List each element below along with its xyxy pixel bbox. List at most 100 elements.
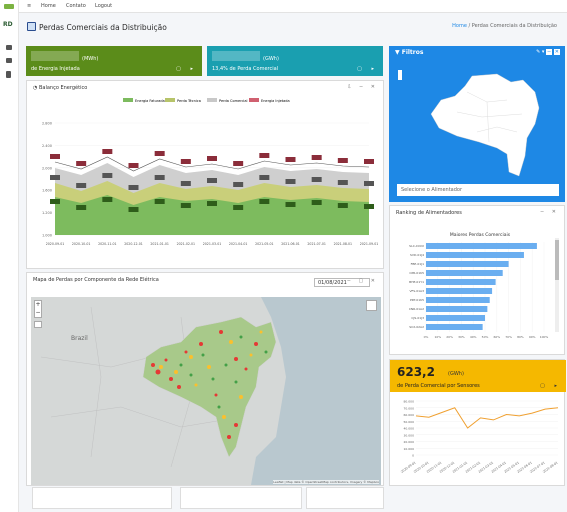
- billed-label: [337, 203, 348, 208]
- y-tick-label: 30.000: [404, 433, 415, 437]
- ranking-bar: [426, 243, 537, 249]
- x-tick-label: 2020-11-01: [98, 242, 117, 246]
- x-tick-label: 50%: [482, 335, 489, 339]
- y-tick-label: 40.000: [404, 427, 415, 431]
- legend-swatch: [123, 98, 133, 102]
- card-controls[interactable]: ▢ ▸: [357, 66, 378, 72]
- energia-injetada-line: [54, 156, 370, 172]
- nav-logout-link[interactable]: Logout: [95, 3, 113, 9]
- layers-button[interactable]: [366, 300, 377, 311]
- loss-label: [311, 177, 322, 182]
- fullscreen-button[interactable]: [34, 321, 42, 328]
- panel-tools[interactable]: ⇩ − ✕: [347, 84, 378, 90]
- category-label: BHE-01Y1: [409, 280, 424, 284]
- map-zoom-control[interactable]: [398, 70, 402, 80]
- x-tick-label: 2021-05-01: [255, 242, 274, 246]
- legend-label: Perda Comercial: [219, 99, 248, 103]
- filters-tools[interactable]: ✎ ▾ − ✕: [536, 49, 560, 55]
- card-controls[interactable]: ▢ ▸: [176, 66, 197, 72]
- x-tick-label: 2021-09-01: [360, 242, 379, 246]
- legend-label: Energia Injetada: [261, 99, 290, 103]
- x-tick-label: 90%: [529, 335, 536, 339]
- y-tick-label: 2.400: [42, 144, 52, 148]
- page-icon: [27, 22, 36, 31]
- breadcrumb-current: Perdas Comerciais da Distribuição: [471, 23, 557, 29]
- injected-label: [50, 154, 60, 159]
- sensor-loss-line: [415, 407, 559, 429]
- injected-label: [311, 155, 322, 160]
- page-header: Perdas Comerciais da Distribuição Home /…: [19, 13, 567, 45]
- panel-title-text: Balanço Energético: [38, 85, 88, 91]
- billed-label: [128, 207, 139, 212]
- injected-label: [154, 151, 165, 156]
- injected-label: [128, 163, 139, 168]
- bottom-panel-partial: [32, 487, 172, 509]
- breadcrumb: Home / Perdas Comerciais da Distribuição: [452, 23, 557, 29]
- nav-home-link[interactable]: Home: [41, 3, 56, 9]
- hamburger-menu-icon[interactable]: ≡: [27, 3, 32, 9]
- injected-label: [207, 156, 217, 161]
- injected-label: [364, 159, 374, 164]
- y-tick-label: 1.000: [42, 234, 52, 238]
- dashboard-icon[interactable]: [6, 45, 12, 50]
- x-tick-label: 0%: [424, 335, 429, 339]
- sensor-loss-chart: 80.000 70.000 60.000 50.000 40.000 30.000 20.0…: [400, 400, 559, 474]
- y-tick-label: 20.000: [404, 440, 415, 444]
- grid-icon[interactable]: [6, 58, 12, 63]
- panel-tools[interactable]: − ✕: [540, 209, 559, 215]
- commercial-loss-card: (GWh) 13,4% de Perda Comercial ▢ ▸: [207, 46, 383, 76]
- ranking-chart: Maiores Perdas Comerciais 0% 10% 20% 30% 40% 5…: [409, 232, 559, 339]
- zoom-in-button[interactable]: +: [35, 301, 41, 308]
- category-label: CPR-01K5: [409, 271, 424, 275]
- billed-label: [364, 204, 374, 209]
- document-icon[interactable]: [6, 71, 11, 78]
- breadcrumb-home[interactable]: Home: [452, 23, 467, 29]
- nav-contato-link[interactable]: Contato: [66, 3, 86, 9]
- panel-title: Ranking de Alimentadores: [396, 210, 462, 216]
- stat-value-redacted: [31, 51, 79, 61]
- legend-label: Energia Faturada: [135, 99, 165, 103]
- filters-title-text: Filtros: [401, 49, 424, 56]
- bahia-state-map[interactable]: [427, 72, 547, 180]
- x-tick-label: 40%: [470, 335, 477, 339]
- legend-swatch: [207, 98, 217, 102]
- brand-logo[interactable]: RD: [3, 21, 13, 28]
- card-controls[interactable]: ▢ ▸: [540, 383, 561, 389]
- x-tick-label: 2021-03-01: [203, 242, 222, 246]
- ranking-bar: [426, 315, 485, 321]
- injected-label: [102, 149, 113, 154]
- stat-label: de Energia Injetada: [31, 66, 80, 72]
- x-tick-label: 100%: [540, 335, 549, 339]
- date-input[interactable]: 01/08/2021: [314, 278, 370, 287]
- page-title: Perdas Comerciais da Distribuição: [39, 23, 167, 32]
- feeder-select[interactable]: Selecione o Alimentador: [397, 184, 559, 196]
- map-zoom-buttons[interactable]: + −: [34, 300, 42, 318]
- app-logo[interactable]: [4, 4, 14, 9]
- scrollbar-thumb: [555, 240, 559, 280]
- ranking-bar: [426, 261, 509, 267]
- y-tick-label: 2.800: [42, 122, 52, 126]
- y-tick-label: 0: [412, 454, 414, 458]
- loss-map-panel: Mapa de Perdas por Componente da Rede El…: [26, 272, 384, 486]
- category-label: FBE-01J1: [411, 262, 424, 266]
- leaflet-map[interactable]: + − Brazil Leaflet | Map data © OpenStree…: [31, 297, 381, 485]
- billed-label: [102, 197, 113, 202]
- x-tick-label: 2021-02-01: [177, 242, 196, 246]
- x-tick-label: 80%: [517, 335, 524, 339]
- legend-swatch: [165, 98, 175, 102]
- injected-label: [76, 161, 87, 166]
- map-label-brazil: Brazil: [71, 335, 88, 342]
- x-tick-label: 2021-06-01: [281, 242, 300, 246]
- panel-title: ◔ Balanço Energético: [33, 85, 87, 91]
- ranking-bar: [426, 279, 496, 285]
- sensor-loss-panel: 623,2 (GWh) de Perda Comercial por Senso…: [389, 359, 566, 486]
- category-label: SLC-XXXX: [409, 244, 424, 248]
- loss-label: [233, 182, 244, 187]
- injected-label: [285, 157, 296, 162]
- zoom-out-button[interactable]: −: [35, 309, 41, 316]
- legend-swatch: [249, 98, 259, 102]
- x-tick-label: 30%: [458, 335, 465, 339]
- map-attribution[interactable]: Leaflet | Map data © OpenStreetMap contr…: [273, 480, 379, 484]
- billed-label: [180, 203, 191, 208]
- panel-tools[interactable]: − ▢ ✕: [346, 278, 378, 284]
